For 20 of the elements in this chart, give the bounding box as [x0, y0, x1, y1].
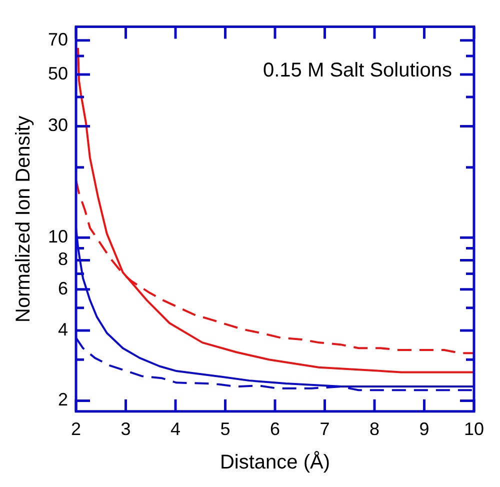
y-axis-title: Normalized Ion Density	[12, 116, 35, 322]
x-tick-label: 2	[71, 419, 82, 440]
y-tick-label: 6	[58, 278, 68, 298]
y-tick-label: 50	[48, 63, 68, 84]
y-tick-label: 4	[58, 319, 68, 340]
y-tick-label: 10	[48, 226, 68, 247]
x-tick-label: 3	[120, 419, 131, 440]
x-axis-title: Distance (Å)	[220, 450, 330, 474]
x-tick-label: 8	[369, 419, 380, 440]
y-tick-label: 30	[48, 115, 68, 136]
x-tick-label: 4	[170, 419, 181, 440]
x-tick-label: 5	[220, 419, 230, 440]
y-tick-label: 8	[58, 249, 68, 270]
x-tick-label: 7	[320, 419, 330, 440]
y-tick-label: 2	[58, 390, 68, 410]
x-tick-label: 6	[270, 419, 280, 440]
annotation: 0.15 M Salt Solutions	[262, 59, 452, 82]
y-tick-label: 70	[48, 29, 68, 50]
x-tick-label: 9	[419, 419, 430, 440]
x-tick-label: 10	[464, 419, 484, 440]
